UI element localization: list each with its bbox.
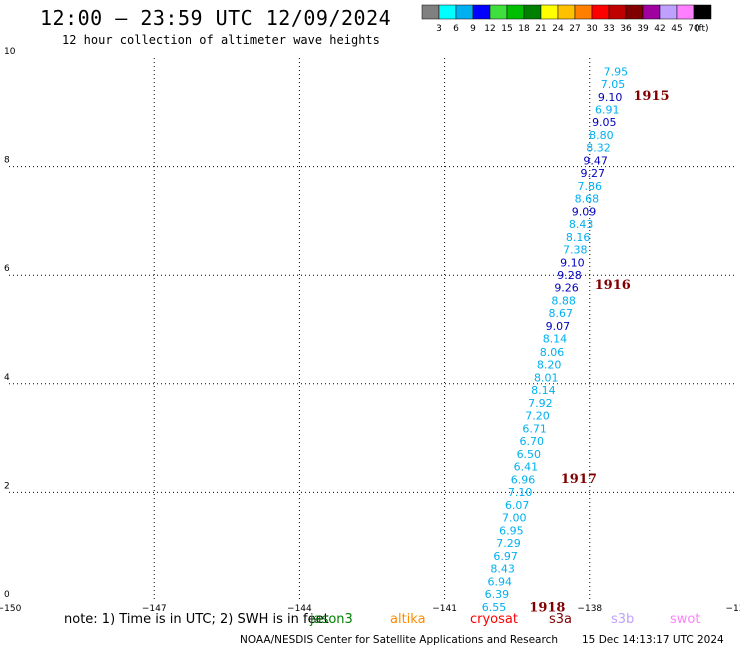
colorbar-label: 70	[688, 24, 700, 34]
x-tick-label: −150	[0, 604, 22, 614]
wave-height-point: 7.29	[496, 537, 521, 550]
colorbar-swatch	[693, 4, 712, 20]
wave-height-point: 6.71	[522, 422, 547, 435]
colorbar-label: 3	[436, 24, 442, 34]
wave-height-point: 6.39	[485, 588, 510, 601]
colorbar-label: 9	[470, 24, 476, 34]
wave-height-point: 6.41	[514, 460, 539, 473]
satellite-s3b: s3b	[611, 612, 635, 627]
chart-title: 12:00 – 23:59 UTC 12/09/2024	[40, 6, 392, 30]
colorbar-label: 27	[569, 24, 580, 34]
colorbar-label: 36	[620, 24, 632, 34]
wave-height-point: 6.55	[482, 601, 507, 614]
x-tick-label: −147	[142, 604, 167, 614]
x-tick-label: −144	[287, 604, 312, 614]
colorbar-label: 39	[637, 24, 649, 34]
wave-height-point: 9.28	[557, 269, 582, 282]
colorbar-label: 33	[603, 24, 614, 34]
wave-height-point: 6.07	[505, 499, 530, 512]
wave-height-point: 7.10	[508, 486, 533, 499]
wave-height-point: 8.43	[569, 218, 594, 231]
wave-height-point: 9.09	[572, 206, 597, 219]
chart-subtitle: 12 hour collection of altimeter wave hei…	[62, 33, 380, 47]
wave-height-point: 6.96	[511, 473, 536, 486]
y-tick-label: 10	[4, 47, 16, 57]
track-label: 1916	[595, 278, 631, 293]
colorbar-unit: (ft)	[695, 24, 709, 34]
satellite-swot: swot	[670, 612, 701, 627]
wave-height-point: 7.86	[578, 180, 603, 193]
y-tick-label: 8	[4, 156, 10, 166]
units-note: note: 1) Time is in UTC; 2) SWH is in fe…	[64, 612, 329, 627]
colorbar-label: 42	[654, 24, 665, 34]
wave-height-point: 6.70	[519, 435, 544, 448]
wave-height-point: 9.05	[592, 116, 617, 129]
wave-height-point: 8.80	[589, 129, 614, 142]
y-tick-label: 2	[4, 481, 10, 491]
color-scale-legend: 3 6 9 12 15 18 21 24 27 30 33 36 39 42 45 70(ft)	[421, 4, 712, 34]
colorbar-label: 30	[586, 24, 598, 34]
wave-height-point: 8.68	[575, 193, 600, 206]
wave-height-point: 8.14	[531, 384, 556, 397]
wave-height-point: 8.06	[540, 346, 565, 359]
y-tick-label: 4	[4, 373, 10, 383]
satellite-jason3: jason3	[310, 612, 353, 627]
wave-height-point: 8.01	[534, 371, 559, 384]
colorbar-label: 15	[501, 24, 512, 34]
y-tick-label: 0	[4, 590, 10, 600]
wave-height-point: 8.16	[566, 231, 591, 244]
colorbar-label: 12	[484, 24, 495, 34]
wave-height-point: 7.20	[525, 409, 550, 422]
wave-height-point: 8.43	[490, 562, 515, 575]
wave-height-point: 6.91	[595, 104, 620, 117]
colorbar-label: 18	[518, 24, 530, 34]
wave-height-point: 8.14	[543, 333, 568, 346]
colorbar-label: 24	[552, 24, 564, 34]
wave-height-point: 8.67	[549, 307, 574, 320]
generation-timestamp: 15 Dec 14:13:17 UTC 2024	[582, 634, 724, 646]
track-label: 1918	[529, 601, 565, 616]
wave-height-point: 8.88	[551, 295, 576, 308]
satellite-altika: altika	[390, 612, 426, 627]
wave-height-point: 7.95	[604, 66, 629, 79]
wave-height-point: 9.10	[598, 91, 623, 104]
track-label: 1915	[633, 89, 669, 104]
wave-height-point: 7.00	[502, 511, 527, 524]
wave-height-point: 7.38	[563, 244, 588, 257]
wave-height-point: 6.95	[499, 524, 524, 537]
wave-height-point: 8.20	[537, 358, 562, 371]
wave-height-point: 9.07	[546, 320, 571, 333]
wave-height-point: 9.10	[560, 257, 585, 270]
x-tick-label: −141	[432, 604, 457, 614]
wave-height-point: 6.97	[493, 550, 518, 563]
x-tick-label: −138	[577, 604, 602, 614]
track-label: 1917	[561, 472, 597, 487]
wave-height-point: 6.50	[517, 448, 542, 461]
satellite-s3a: s3a	[549, 612, 573, 627]
colorbar-label: 6	[453, 24, 459, 34]
wave-height-point: 9.47	[583, 155, 608, 168]
wave-height-point: 9.27	[580, 167, 605, 180]
wave-height-point: 7.05	[601, 78, 626, 91]
colorbar-label: 21	[535, 24, 546, 34]
credit-line: NOAA/NESDIS Center for Satellite Applica…	[240, 634, 558, 646]
satellite-cryosat: cryosat	[470, 612, 518, 627]
wave-height-point: 6.94	[488, 575, 513, 588]
colorbar-label: 45	[671, 24, 682, 34]
wave-height-point: 7.92	[528, 397, 553, 410]
wave-height-point: 9.26	[554, 282, 579, 295]
x-tick-label: −13	[726, 604, 740, 614]
wave-height-point: 8.32	[586, 142, 611, 155]
y-tick-label: 6	[4, 264, 10, 274]
